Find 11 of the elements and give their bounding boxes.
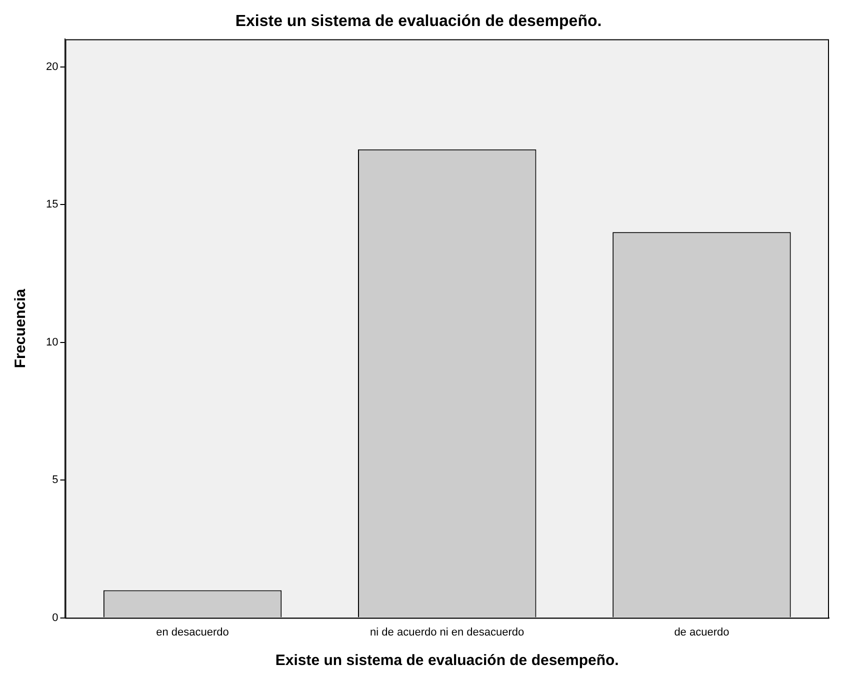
y-tick-label: 0 — [52, 612, 58, 624]
x-axis-title: Existe un sistema de evaluación de desempeño. — [275, 652, 619, 670]
y-tick-label: 5 — [52, 474, 58, 486]
y-axis-title: Frecuencia — [12, 288, 30, 368]
chart-title: Existe un sistema de evaluación de desempeño. — [235, 13, 602, 30]
x-tick-label: ni de acuerdo ni en desacuerdo — [370, 626, 524, 638]
x-tick-label: en desacuerdo — [156, 626, 229, 638]
y-tick-label: 15 — [46, 198, 58, 211]
y-tick-label: 20 — [46, 60, 58, 73]
x-tick-label: de acuerdo — [674, 626, 730, 638]
y-tick-label: 10 — [46, 336, 58, 348]
